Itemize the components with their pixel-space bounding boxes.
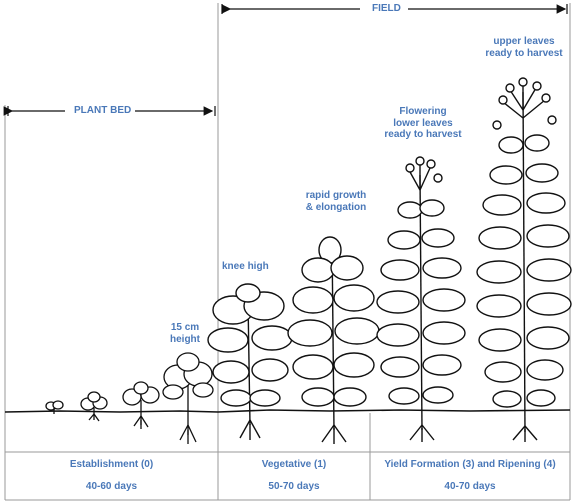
phase-name-yield-ripening: Yield Formation (3) and Ripening (4) — [384, 459, 556, 470]
phase-name-establishment: Establishment (0) — [69, 459, 154, 470]
tobacco-seedling-icon — [122, 381, 160, 429]
tobacco-seedling-icon — [162, 352, 214, 444]
tobacco-seedling-icon — [80, 391, 108, 422]
phase-days-establishment: 40-60 days — [85, 481, 138, 492]
tobacco-plant-icon — [287, 236, 380, 444]
field-header: FIELD — [369, 3, 404, 15]
stage-label-rapid-growth: rapid growth & elongation — [305, 190, 367, 213]
tobacco-plant-icon — [207, 283, 293, 440]
flowering-plant-icon — [376, 156, 466, 442]
phase-days-vegetative: 50-70 days — [268, 481, 320, 492]
stage-label-upper-leaves: upper leaves ready to harvest — [485, 36, 563, 59]
stage-label-flowering: Flowering lower leaves ready to harvest — [384, 106, 462, 140]
tobacco-seedling-icon — [45, 400, 64, 414]
phase-name-vegetative: Vegetative (1) — [261, 459, 327, 470]
stage-label-15cm: 15 cm height — [170, 322, 200, 345]
stage-label-knee-high: knee high — [222, 261, 269, 272]
flowering-plant-icon — [476, 77, 572, 442]
frame-lines — [4, 3, 571, 501]
field-arrow — [221, 4, 568, 14]
plant-bed-header: PLANT BED — [71, 105, 135, 117]
ground-line — [4, 409, 571, 413]
plant-bed-arrow — [3, 106, 216, 116]
phase-days-yield-ripening: 40-70 days — [444, 481, 496, 492]
